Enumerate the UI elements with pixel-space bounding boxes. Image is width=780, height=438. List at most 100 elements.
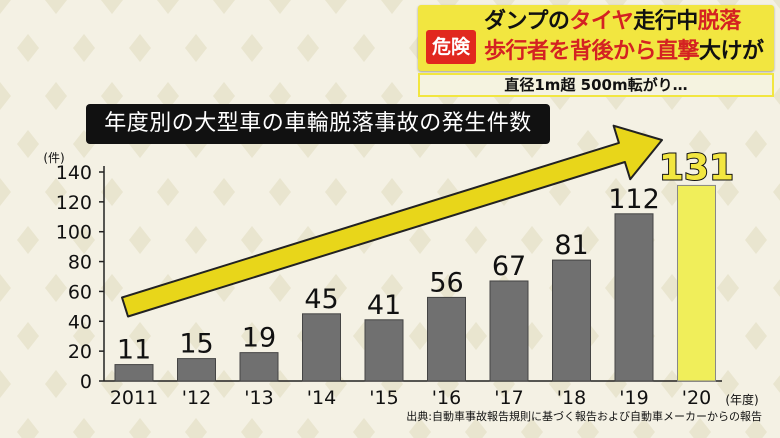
- headline-text: ダンプの: [484, 9, 570, 34]
- background-diamond: [185, 226, 207, 254]
- background-diamond: [101, 274, 123, 302]
- background-diamond: [325, 274, 347, 302]
- background-diamond: [465, 322, 487, 350]
- background-diamond: [409, 322, 431, 350]
- x-tick-label: '15: [369, 387, 398, 409]
- bar-value-label: 45: [304, 284, 338, 315]
- bar-value-label: 112: [608, 184, 660, 215]
- background-diamond: [381, 82, 403, 110]
- background-diamond: [325, 0, 347, 14]
- background-diamond: [241, 34, 263, 62]
- background-diamond: [129, 322, 151, 350]
- y-tick-label: 60: [68, 281, 92, 303]
- bar-value-label: 41: [367, 290, 401, 321]
- y-tick-label: 40: [68, 311, 92, 333]
- chart-title: 年度別の大型車の車輪脱落事故の発生件数: [86, 104, 550, 144]
- y-tick-labels: 0 20 40 60 80 100 120 140: [56, 162, 104, 393]
- background-diamond: [381, 0, 403, 14]
- x-tick-label: '12: [182, 387, 211, 409]
- news-banner: [418, 5, 774, 71]
- background-diamond: [465, 418, 487, 438]
- background-diamond: [745, 418, 767, 438]
- background-diamond: [45, 82, 67, 110]
- bar-value-label: 56: [429, 267, 463, 298]
- bar: [614, 213, 654, 382]
- background-diamond: [213, 82, 235, 110]
- background-diamond: [437, 274, 459, 302]
- background-diamond: [297, 34, 319, 62]
- background-diamond: [773, 87, 780, 105]
- background-diamond: [409, 418, 431, 438]
- headline-emphasis: 脱落: [697, 9, 742, 34]
- bar: [177, 358, 216, 382]
- background-diamond: [269, 178, 291, 206]
- headline-text: 大けが: [699, 39, 764, 64]
- background-diamond: [185, 418, 207, 438]
- x-axis-unit: (年度): [725, 392, 758, 407]
- background-diamond: [381, 274, 403, 302]
- bar: [239, 352, 279, 382]
- background-diamond: [241, 322, 263, 350]
- x-tick-label: '14: [307, 387, 336, 409]
- bar: [427, 296, 466, 382]
- background-diamond: [0, 178, 11, 206]
- background-diamond: [549, 178, 571, 206]
- x-tick-label: '18: [557, 387, 586, 409]
- trend-arrow-shape: [121, 124, 663, 318]
- background-diamond: [773, 0, 780, 9]
- background-diamond: [409, 226, 431, 254]
- background-diamond: [73, 322, 95, 350]
- x-tick-label: '19: [619, 387, 648, 409]
- background-diamond: [689, 418, 711, 438]
- background-diamond: [17, 322, 39, 350]
- background-diamond: [717, 274, 739, 302]
- background-diamond: [241, 418, 263, 438]
- background-diamond: [269, 82, 291, 110]
- background-diamond: [157, 82, 179, 110]
- bar-value-label: 81: [554, 230, 588, 261]
- background-diamond: [157, 370, 179, 398]
- background-diamond: [45, 274, 67, 302]
- background-diamond: [101, 178, 123, 206]
- headline-emphasis: 歩行者を背後から: [484, 39, 657, 64]
- background-diamond: [157, 178, 179, 206]
- background-diamond: [353, 34, 375, 62]
- x-tick-label: '13: [244, 387, 273, 409]
- background-diamond: [101, 82, 123, 110]
- background-diamond: [717, 178, 739, 206]
- background-diamond: [717, 370, 739, 398]
- y-tick-label: 0: [80, 371, 92, 393]
- background-diamond: [689, 130, 711, 158]
- background-diamond: [269, 0, 291, 14]
- danger-badge: 危険: [426, 30, 476, 64]
- background-diamond: [773, 375, 780, 393]
- background-diamond: [577, 418, 599, 438]
- headline-line-2: 歩行者を背後から直撃大けが: [484, 38, 764, 66]
- headline-text: 走行中: [633, 9, 698, 34]
- background-diamond: [521, 226, 543, 254]
- trend-arrow: [121, 124, 663, 318]
- bar: [677, 184, 716, 382]
- background-diamond: [73, 34, 95, 62]
- background-diamond: [157, 0, 179, 14]
- background-diamond: [0, 274, 11, 302]
- background-diamond: [0, 370, 11, 398]
- background-diamond: [17, 34, 39, 62]
- background-diamond: [745, 226, 767, 254]
- background-diamond: [521, 418, 543, 438]
- background-diamond: [45, 370, 67, 398]
- background-diamond: [353, 418, 375, 438]
- headline-emphasis: タイヤ: [569, 9, 634, 34]
- bar-value-label: 11: [117, 335, 151, 366]
- y-tick-label: 80: [68, 252, 92, 274]
- background-diamond: [213, 178, 235, 206]
- background-diamond: [773, 183, 780, 201]
- background-diamond: [101, 0, 123, 14]
- background-diamond: [633, 418, 655, 438]
- x-tick-labels: 2011 '12 '13 '14 '15 '16 '17 '18 '19 '20: [110, 387, 711, 409]
- bar-series: [114, 184, 716, 382]
- background-diamond: [129, 418, 151, 438]
